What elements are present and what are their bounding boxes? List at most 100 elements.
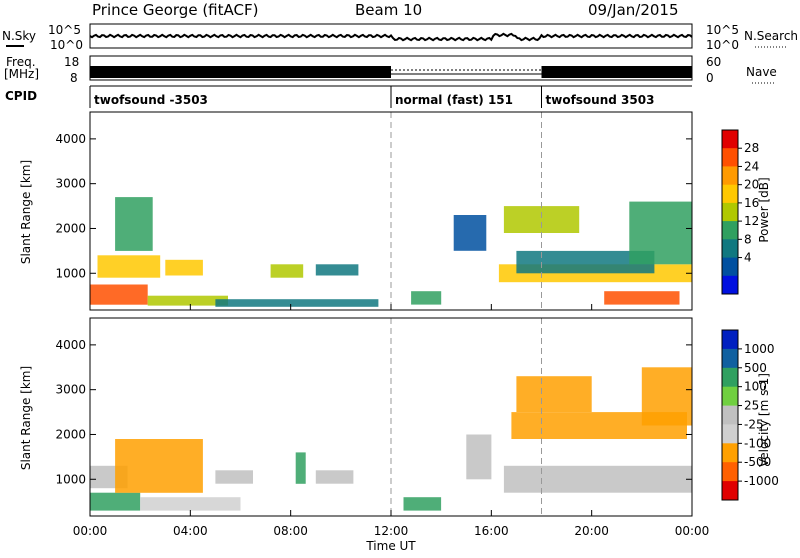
nsky-label: N.Sky <box>2 29 36 43</box>
colorbar-swatch <box>722 330 738 350</box>
echo-band <box>215 299 379 307</box>
colorbar-tick-label: 28 <box>744 141 759 155</box>
y-tick-label: 3000 <box>55 177 86 191</box>
colorbar-swatch <box>722 348 738 369</box>
echo-band <box>295 452 306 484</box>
y-tick-label: 4000 <box>55 132 86 146</box>
cpid-label: CPID <box>5 89 37 103</box>
colorbar-tick-label: 100 <box>744 380 767 394</box>
echo-band <box>90 492 141 511</box>
colorbar-tick-label: -100 <box>744 436 771 450</box>
colorbar-tick-label: 16 <box>744 196 759 210</box>
echo-band <box>315 470 354 484</box>
x-tick-label: 00:00 <box>675 524 710 538</box>
power-ylabel: Slant Range [km] <box>19 160 33 264</box>
echo-band <box>147 295 228 306</box>
nsky-tick-top: 10^5 <box>48 23 81 37</box>
echo-band <box>140 497 241 511</box>
freq-unit: [MHz] <box>4 67 39 81</box>
y-tick-label: 4000 <box>55 338 86 352</box>
colorbar-swatch <box>722 148 738 167</box>
y-tick-label: 2000 <box>55 427 86 441</box>
velocity-echoes <box>90 367 692 511</box>
cpid-segment-label: normal (fast) 151 <box>395 93 513 107</box>
x-tick-label: 12:00 <box>374 524 409 538</box>
velocity-colorbar-label: Velocity [m s-1] <box>757 373 771 467</box>
colorbar-tick-label: 20 <box>744 178 759 192</box>
colorbar-swatch <box>722 239 738 258</box>
colorbar-swatch <box>722 202 738 222</box>
colorbar-swatch <box>722 386 738 407</box>
freq-bar-segment <box>90 66 391 78</box>
colorbar-swatch <box>722 184 738 204</box>
echo-band <box>453 215 487 251</box>
power-echoes <box>90 197 692 307</box>
echo-band <box>516 250 655 274</box>
colorbar-swatch <box>722 130 738 149</box>
velocity-ylabel: Slant Range [km] <box>19 366 33 470</box>
y-tick-label: 3000 <box>55 383 86 397</box>
freq-label: Freq. <box>6 55 36 69</box>
echo-band <box>503 206 580 233</box>
echo-band <box>503 465 692 493</box>
power-colorbar-label: Power [dB] <box>757 177 771 242</box>
nsearch-tick-bottom: 10^0 <box>706 38 739 52</box>
echo-band <box>516 376 592 412</box>
nsearch-tick-top: 10^5 <box>706 23 739 37</box>
colorbar-tick-label: -1000 <box>744 474 779 488</box>
echo-band <box>604 291 680 305</box>
cpid-segment-label: twofsound 3503 <box>546 93 655 107</box>
colorbar-tick-label: 12 <box>744 214 759 228</box>
colorbar-swatch <box>722 424 738 444</box>
colorbar-tick-label: 25 <box>744 399 759 413</box>
echo-band <box>115 197 153 251</box>
nave-label: Nave <box>746 65 777 79</box>
nsky-tick-bottom: 10^0 <box>50 38 83 52</box>
colorbar-tick-label: 1000 <box>744 342 775 356</box>
x-tick-label: 20:00 <box>574 524 609 538</box>
echo-band <box>115 439 203 493</box>
colorbar-tick-label: 24 <box>744 159 759 173</box>
freq-bars <box>90 66 692 78</box>
station-title: Prince George (fitACF) <box>92 1 258 19</box>
power-axes: 1000 2000 3000 4000 <box>55 111 693 311</box>
colorbar-swatch <box>722 275 738 295</box>
y-tick-label: 1000 <box>55 266 86 280</box>
colorbar-swatch <box>722 257 738 277</box>
freq-tick-top: 18 <box>64 55 79 69</box>
panel-border <box>89 317 693 517</box>
freq-tick-bottom: 8 <box>70 71 78 85</box>
colorbar-tick-label: -500 <box>744 455 771 469</box>
nave-tick-bottom: 0 <box>706 71 714 85</box>
colorbar-swatch <box>722 443 738 463</box>
power-colorbar: 28 24 20 16 12 8 4 <box>721 129 759 295</box>
velocity-axes: 1000 2000 3000 4000 <box>55 317 693 517</box>
x-tick-label: 04:00 <box>173 524 208 538</box>
colorbar-swatch <box>722 221 738 240</box>
x-tick-label: 00:00 <box>73 524 108 538</box>
echo-band <box>90 284 148 305</box>
echo-band <box>270 264 304 278</box>
colorbar-tick-label: 500 <box>744 361 767 375</box>
echo-band <box>641 367 692 426</box>
echo-band <box>411 291 442 305</box>
echo-band <box>403 497 442 511</box>
echo-band <box>466 434 492 480</box>
colorbar-swatch <box>722 367 738 388</box>
nsearch-label: N.Search <box>744 29 798 43</box>
colorbar-border <box>721 329 739 501</box>
echo-band <box>97 255 161 278</box>
panel-border <box>89 111 693 311</box>
colorbar-border <box>721 129 739 295</box>
x-tick-label: 08:00 <box>273 524 308 538</box>
x-axis-label: Time UT <box>365 539 416 553</box>
x-tick-label: 16:00 <box>474 524 509 538</box>
beam-label: Beam 10 <box>355 1 422 19</box>
nsky-trace <box>89 32 693 42</box>
colorbar-swatch <box>722 481 738 501</box>
cpid-segment-label: twofsound -3503 <box>94 93 208 107</box>
y-tick-label: 2000 <box>55 221 86 235</box>
echo-band <box>165 259 203 276</box>
colorbar-swatch <box>722 462 738 482</box>
